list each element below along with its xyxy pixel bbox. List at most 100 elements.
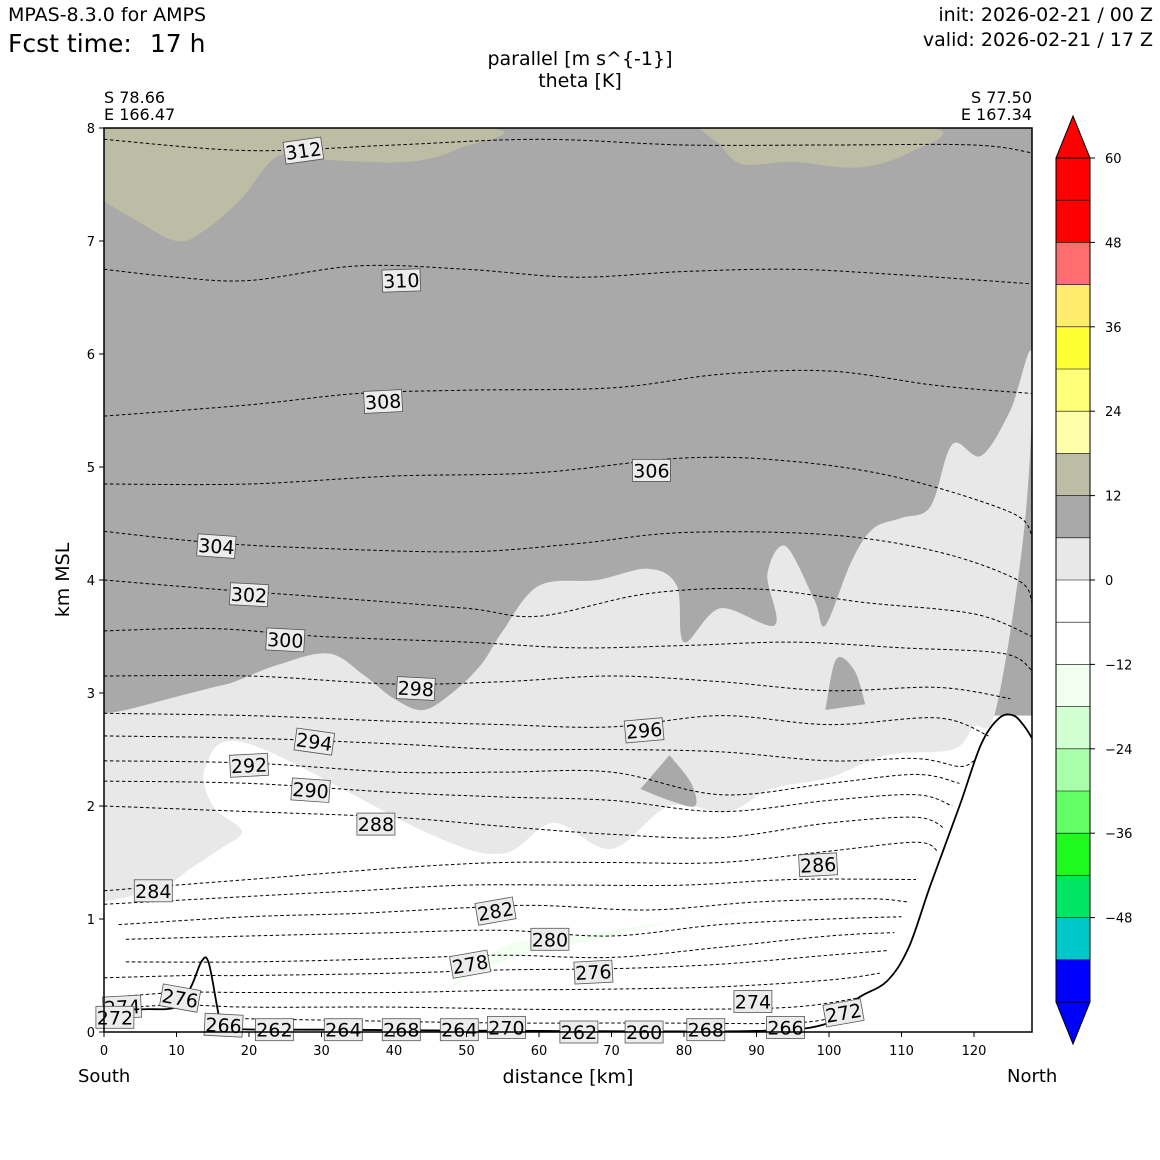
colorbar-bin-0 [1056, 537, 1090, 580]
theta-label-box [822, 998, 865, 1028]
right-endpoint-lon: E 167.34 [960, 105, 1032, 124]
theta-label-310: 310 [381, 268, 422, 293]
theta-label-box [363, 389, 404, 414]
theta-label-296: 296 [623, 717, 665, 744]
colorbar-bin--54 [1056, 917, 1090, 960]
x-tick-label-40: 40 [386, 1044, 403, 1059]
left-endpoint-lat: S 78.66 [104, 88, 166, 107]
theta-label-text: 272 [97, 1007, 133, 1029]
theta-label-text: 262 [256, 1020, 292, 1042]
theta-label-box [381, 268, 422, 293]
theta-label-288: 288 [356, 812, 396, 836]
theta-contour-306 [104, 456, 1032, 536]
plot-background [104, 128, 1032, 1032]
theta-label-262: 262 [254, 1018, 294, 1042]
theta-label-text: 262 [561, 1022, 597, 1044]
theta-label-304: 304 [196, 533, 237, 559]
theta-label-box [203, 1012, 244, 1038]
x-tick-label-90: 90 [748, 1044, 765, 1059]
theta-label-text: 268 [688, 1020, 724, 1042]
fill-region-5 [437, 898, 823, 999]
x-tick-label-80: 80 [676, 1044, 693, 1059]
theta-label-text: 276 [575, 961, 612, 985]
theta-label-276: 276 [573, 959, 614, 985]
theta-label-text: 306 [633, 460, 669, 482]
y-tick-label-4: 4 [87, 574, 95, 589]
x-tick-label-110: 110 [889, 1044, 914, 1059]
theta-contour-294 [104, 735, 975, 768]
theta-label-box [229, 752, 269, 778]
theta-contour-288 [104, 805, 946, 839]
theta-label-text: 286 [799, 854, 836, 878]
colorbar-bin-12 [1056, 453, 1090, 496]
theta-label-text: 264 [441, 1020, 477, 1042]
colorbar-bin-54 [1056, 158, 1090, 201]
right-endpoint-lat: S 77.50 [970, 88, 1032, 107]
theta-label-text: 296 [625, 719, 663, 744]
theta-label-306: 306 [632, 458, 671, 482]
theta-label-286: 286 [798, 852, 839, 878]
theta-label-box [254, 1018, 294, 1042]
theta-label-264: 264 [323, 1018, 363, 1042]
theta-contour-278 [125, 932, 895, 963]
theta-label-box [530, 927, 570, 951]
colorbar-bin-36 [1056, 284, 1090, 327]
theta-label-272: 272 [95, 1005, 135, 1029]
wind-fill-layer [104, 128, 1032, 999]
theta-label-box [486, 1016, 526, 1039]
x-tick-label-100: 100 [817, 1044, 842, 1059]
fill-region-4 [825, 657, 866, 710]
colorbar-bin-48 [1056, 200, 1090, 243]
theta-label-text: 292 [230, 754, 267, 778]
y-axis-label: km MSL [52, 542, 74, 617]
valid-time: valid: 2026-02-21 / 17 Z [922, 29, 1153, 51]
theta-label-292: 292 [229, 752, 269, 778]
theta-label-text: 266 [205, 1014, 242, 1038]
theta-label-268: 268 [381, 1018, 421, 1042]
colorbar-tick-label--36: −36 [1105, 827, 1132, 842]
theta-contour-290 [104, 780, 953, 813]
north-label: North [1007, 1066, 1058, 1087]
theta-label-294: 294 [293, 727, 336, 756]
colorbar-bin--42 [1056, 833, 1090, 876]
theta-label-box [439, 1018, 479, 1042]
theta-label-text: 274 [735, 992, 771, 1014]
theta-label-280: 280 [530, 927, 570, 951]
colorbar-bin--6 [1056, 580, 1090, 623]
left-endpoint-coords: S 78.66 E 166.47 [104, 89, 175, 123]
x-tick-label-10: 10 [168, 1044, 185, 1059]
colorbar-tick-label-12: 12 [1105, 490, 1122, 505]
colorbar-bin--36 [1056, 791, 1090, 834]
x-tick-label-70: 70 [603, 1044, 620, 1059]
left-endpoint-lon: E 166.47 [104, 105, 176, 124]
y-tick-label-6: 6 [87, 348, 95, 363]
theta-label-box [133, 879, 173, 903]
colorbar-tick-label-0: 0 [1105, 574, 1113, 589]
init-time: init: 2026-02-21 / 00 Z [938, 4, 1153, 26]
theta-label-text: 264 [325, 1020, 361, 1042]
colorbar-tick-label--12: −12 [1105, 658, 1132, 673]
theta-label-text: 268 [383, 1020, 419, 1042]
theta-label-box [196, 533, 237, 559]
x-tick-label-120: 120 [962, 1044, 987, 1059]
x-axis-label: distance [km] [503, 1066, 634, 1088]
theta-label-box [290, 777, 331, 803]
y-tick-label-3: 3 [87, 687, 95, 702]
terrain-line [104, 713, 1032, 1032]
theta-label-box [798, 852, 839, 878]
terrain-layer [104, 713, 1032, 1032]
colorbar-tick-label-36: 36 [1105, 321, 1122, 336]
theta-label-text: 310 [383, 270, 420, 293]
theta-label-box [766, 1016, 805, 1039]
colorbar-bin-30 [1056, 326, 1090, 369]
theta-label-text: 302 [230, 584, 267, 608]
colorbar-tick-label--48: −48 [1105, 912, 1132, 927]
theta-label-290: 290 [290, 777, 331, 803]
theta-label-266: 266 [203, 1012, 244, 1038]
colorbar-bin--30 [1056, 748, 1090, 791]
theta-label-302: 302 [229, 582, 269, 608]
theta-label-box [229, 582, 269, 608]
theta-label-text: 284 [135, 881, 171, 903]
y-tick-label-7: 7 [87, 235, 95, 250]
theta-label-box [449, 949, 492, 979]
